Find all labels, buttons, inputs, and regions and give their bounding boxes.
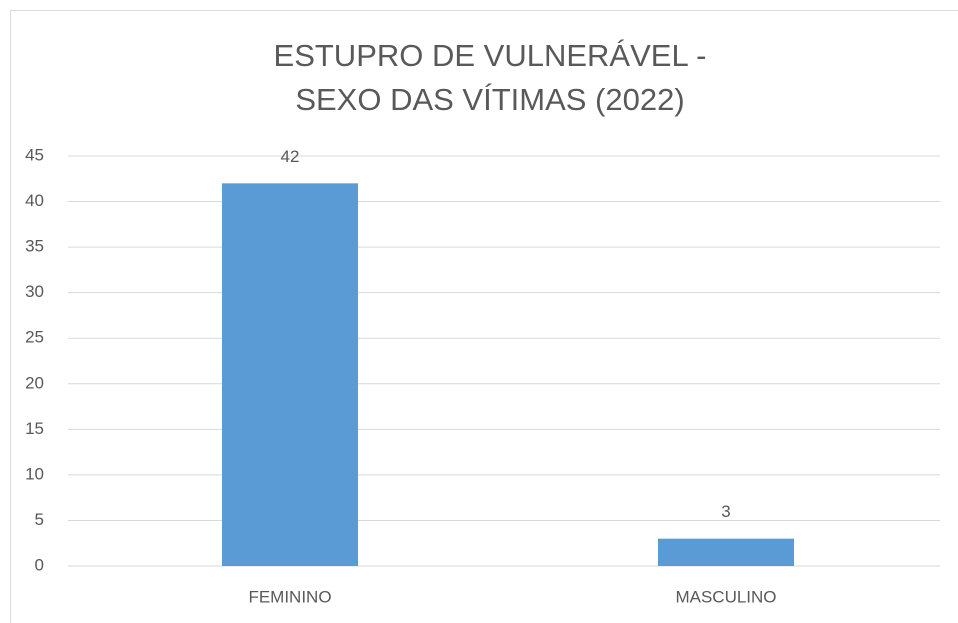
y-tick-label: 40 <box>25 191 44 210</box>
x-tick-label: MASCULINO <box>675 587 776 606</box>
y-tick-label: 45 <box>25 145 44 164</box>
chart-title: SEXO DAS VÍTIMAS (2022) <box>295 82 684 117</box>
y-tick-label: 25 <box>25 328 44 347</box>
y-tick-label: 10 <box>25 464 44 483</box>
y-tick-label: 35 <box>25 237 44 256</box>
y-tick-label: 15 <box>25 419 44 438</box>
bar <box>221 183 359 567</box>
y-tick-label: 30 <box>25 282 44 301</box>
y-tick-label: 0 <box>35 555 44 574</box>
x-tick-label: FEMININO <box>248 587 331 606</box>
y-tick-label: 20 <box>25 373 44 392</box>
data-label: 3 <box>721 502 730 521</box>
chart-title: ESTUPRO DE VULNERÁVEL - <box>274 38 707 73</box>
bar <box>657 538 795 566</box>
data-label: 42 <box>281 147 300 166</box>
y-tick-label: 5 <box>35 510 44 529</box>
